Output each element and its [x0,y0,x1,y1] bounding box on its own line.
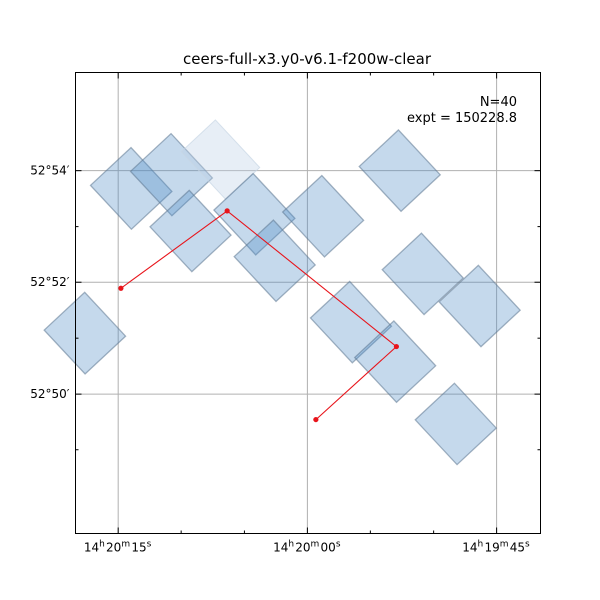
pointing-path-layer [118,208,399,423]
footprint-5 [233,219,317,303]
plot-frame [75,72,541,534]
footprint-4 [212,172,296,256]
footprint-0 [89,146,173,231]
y-tick-label-0: 52°54′ [30,164,70,178]
x-tick-label-2: 14h 19m 45s [462,540,531,555]
footprint-12 [414,382,498,466]
footprint-11 [353,320,437,404]
y-tick-label-2: 52°50′ [30,387,70,401]
footprint-8 [381,232,465,316]
y-tick-label-1: 52°52′ [30,275,70,289]
annotation-exposure: expt = 150228.8 [407,111,517,126]
footprint-1 [129,132,214,217]
pointing-point-1 [224,208,230,214]
footprint-13 [43,291,127,375]
annotation-count: N=40 [480,95,517,110]
x-tick-label-1: 14h 20m 00s [273,540,342,555]
pointing-point-2 [393,343,399,350]
pointing-point-3 [313,416,319,423]
pointing-path-line [120,210,398,421]
pointing-point-0 [118,285,124,291]
footprint-7 [358,129,442,213]
footprint-3 [149,189,232,273]
chart-title: ceers-full-x3.y0-v6.1-f200w-clear [183,50,432,68]
footprint-6 [281,174,365,258]
footprints-layer [43,119,522,466]
ticks-layer: 14h 20m 15s 14h 20m 00s 14h 19m 45s 52°5… [30,72,541,555]
x-tick-label-0: 14h 20m 15s [84,540,153,555]
footprint-10 [438,264,522,348]
